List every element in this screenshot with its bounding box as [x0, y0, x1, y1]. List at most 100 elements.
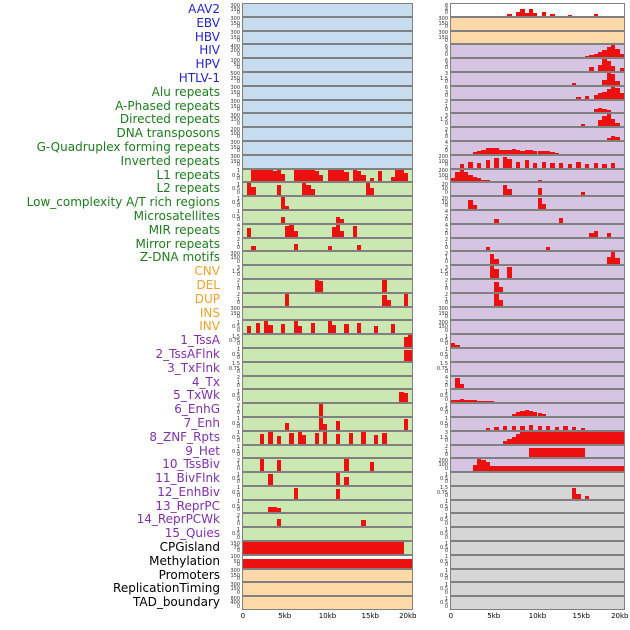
data-bar: [585, 56, 590, 58]
right-track-panel: [450, 85, 625, 100]
left-y-axis-ticks: 500 250 0: [226, 72, 242, 86]
y-tick-label: 0: [236, 286, 240, 293]
data-bar: [302, 183, 307, 196]
track-label: HTLV-1: [178, 70, 220, 85]
y-tick-label: 0.5: [232, 351, 240, 358]
track-row: MIR repeats 4 2 0 4 2 0: [0, 223, 630, 238]
data-bar: [357, 245, 362, 251]
data-bar: [451, 400, 456, 403]
y-tick-label: 0: [236, 396, 240, 403]
y-tick-label: 1: [444, 554, 448, 561]
y-tick-label: 0: [236, 438, 240, 444]
y-tick-label: 0: [236, 465, 240, 472]
data-bar: [598, 93, 603, 99]
left-y-axis-ticks: 1 0.5 0: [226, 348, 242, 362]
data-bar: [507, 14, 512, 16]
right-track-panel: [450, 499, 625, 514]
y-tick-label: 1: [444, 282, 448, 289]
panel-gap: [413, 3, 434, 17]
data-bar: [255, 169, 260, 182]
left-track-panel: [242, 85, 413, 100]
y-tick-label: 0.5: [440, 393, 448, 400]
data-bar: [276, 184, 282, 196]
data-bar: [352, 169, 358, 182]
data-bar: [533, 150, 538, 154]
y-tick-label: 3: [444, 112, 448, 119]
panel-gap: [413, 169, 434, 183]
right-y-axis-ticks: 300 150 0: [434, 31, 450, 45]
y-tick-label: 1: [444, 416, 448, 423]
data-bar: [319, 175, 324, 182]
left-track-panel: [242, 209, 413, 224]
panel-gap: [413, 376, 434, 390]
panel-gap: [413, 58, 434, 72]
right-y-axis-ticks: 200 100 0: [434, 169, 450, 183]
x-tick-label: 10kb: [318, 612, 337, 621]
data-bar: [289, 224, 294, 237]
data-bar: [276, 169, 282, 182]
track-label: ReplicationTiming: [113, 581, 220, 596]
right-y-axis-ticks: 3 1.5 0: [434, 265, 450, 279]
y-tick-label: 150: [230, 34, 240, 41]
right-track-panel: [450, 154, 625, 169]
track-row: Alu repeats 300 150 0 6 3 0: [0, 85, 630, 100]
left-track-panel: [242, 554, 413, 569]
y-tick-label: 2: [236, 237, 240, 244]
track-label: Mirror repeats: [135, 236, 220, 251]
data-bar: [606, 137, 611, 140]
data-bar: [533, 162, 538, 168]
y-tick-label: 1: [236, 517, 240, 524]
y-tick-label: 6: [444, 43, 448, 50]
x-axis-left: 0 5kb 10kb 15kb 20kb: [241, 610, 417, 624]
data-bar: [593, 109, 599, 113]
data-bar: [390, 176, 396, 182]
y-tick-label: 10: [441, 200, 448, 207]
right-track-panel: [450, 389, 625, 404]
y-tick-label: 3: [444, 71, 448, 78]
track-row: Z-DNA motifs 300 150 0 2 1 0: [0, 251, 630, 266]
data-bar: [485, 160, 490, 168]
data-bar: [459, 164, 464, 168]
y-tick-label: 0: [444, 327, 448, 334]
y-tick-label: 0.5: [440, 476, 448, 483]
track-row: Microsatellites 1 0.5 0 4 2 0: [0, 209, 630, 224]
data-bar: [494, 268, 499, 278]
right-y-axis-ticks: 1 0.5 0: [434, 334, 450, 348]
y-tick-label: 0: [236, 603, 240, 610]
panel-gap: [413, 403, 434, 417]
data-bar: [567, 14, 573, 16]
left-y-axis-ticks: 3 1.5 0: [226, 265, 242, 279]
track-row: 10_TssBiv 2 1 0 200 100 0: [0, 458, 630, 473]
left-y-axis-ticks: 1 0.5 0: [226, 417, 242, 431]
left-y-axis-ticks: 1 0.5 0: [226, 389, 242, 403]
y-tick-label: 250: [230, 75, 240, 82]
y-tick-label: 0.5: [440, 600, 448, 607]
track-row: Low_complexity A/T rich regions 1 0.5 0 20 10…: [0, 195, 630, 210]
y-tick-label: 100: [230, 554, 240, 561]
y-tick-label: 0: [236, 575, 240, 582]
y-tick-label: 300: [438, 30, 448, 37]
data-bar: [331, 324, 336, 334]
data-bar: [615, 87, 620, 99]
y-tick-label: 0: [444, 493, 448, 500]
y-tick-label: 300: [438, 319, 448, 326]
data-bar: [390, 323, 396, 334]
y-tick-label: 2: [236, 375, 240, 382]
data-bar: [507, 149, 512, 154]
data-bar: [524, 410, 529, 416]
data-bar: [498, 299, 503, 306]
data-bar: [598, 120, 603, 127]
y-tick-label: 1: [444, 595, 448, 602]
y-tick-label: 0.5: [440, 545, 448, 552]
data-bar: [515, 12, 521, 16]
right-y-axis-ticks: 1 0.5 0: [434, 541, 450, 555]
x-tick-label: 15kb: [572, 612, 590, 621]
data-bar: [331, 169, 336, 182]
left-y-axis-ticks: 300 150 0: [226, 3, 242, 17]
y-tick-label: 400: [230, 600, 240, 607]
